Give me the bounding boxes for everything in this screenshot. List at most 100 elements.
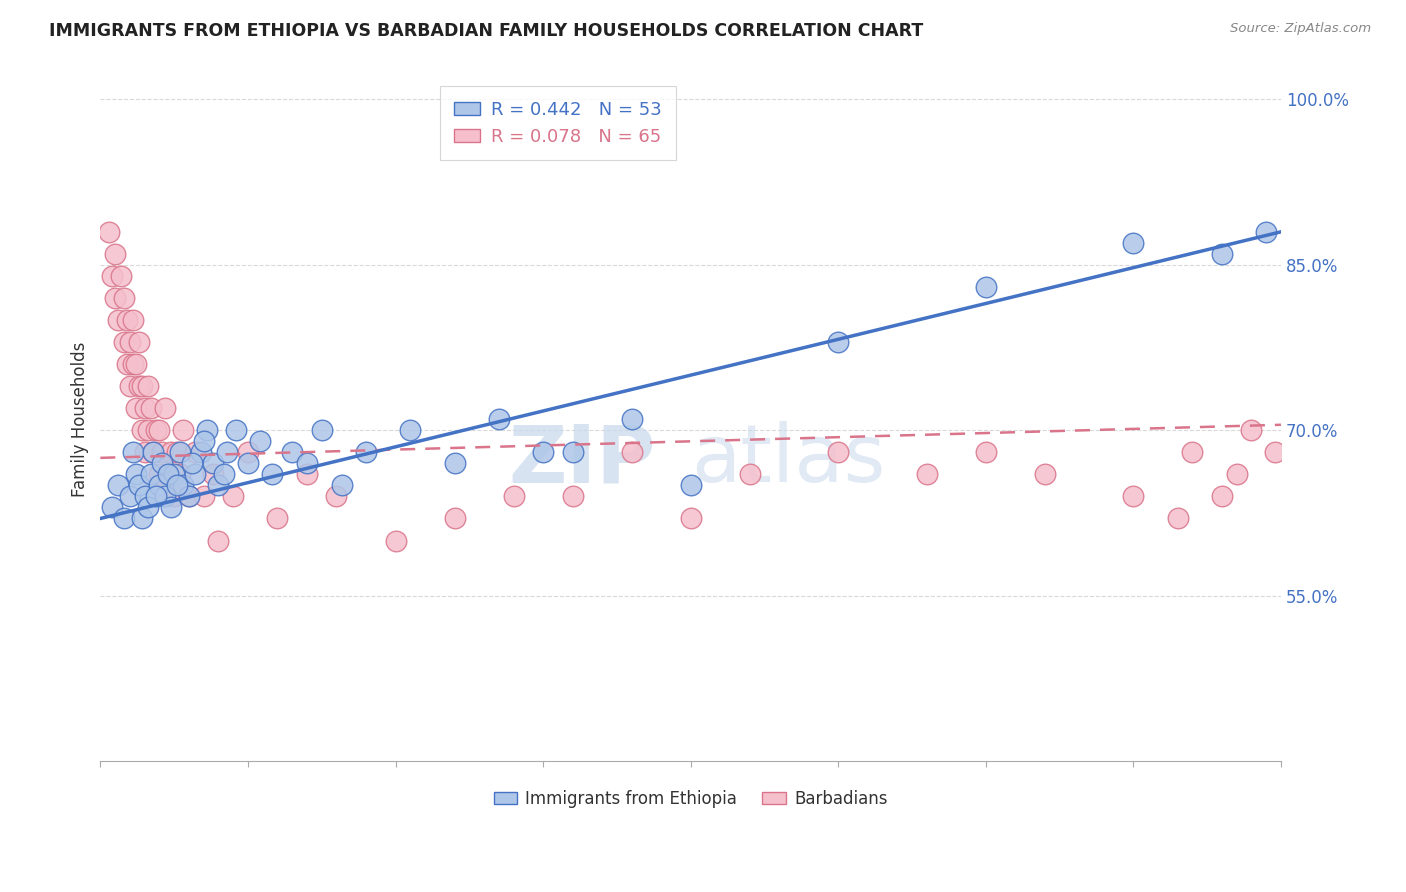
Point [531, 445, 554, 459]
Point [443, 511, 465, 525]
Point [295, 467, 318, 482]
Point [281, 445, 304, 459]
Point [112, 291, 135, 305]
Point [207, 533, 229, 548]
Point [1033, 467, 1056, 482]
Point [193, 434, 215, 449]
Point [354, 445, 377, 459]
Point [502, 490, 524, 504]
Point [121, 357, 143, 371]
Point [166, 445, 188, 459]
Point [128, 478, 150, 492]
Point [169, 445, 191, 459]
Point [142, 445, 165, 459]
Point [155, 490, 177, 504]
Point [738, 467, 761, 482]
Point [679, 478, 702, 492]
Point [1167, 511, 1189, 525]
Text: ZIP: ZIP [508, 421, 655, 500]
Point [620, 445, 643, 459]
Point [110, 268, 132, 283]
Point [163, 467, 186, 482]
Point [131, 511, 153, 525]
Point [1256, 225, 1278, 239]
Point [201, 467, 224, 482]
Point [311, 423, 333, 437]
Point [125, 357, 148, 371]
Point [207, 478, 229, 492]
Point [134, 490, 156, 504]
Point [131, 423, 153, 437]
Point [295, 456, 318, 470]
Point [150, 456, 173, 470]
Point [332, 478, 354, 492]
Legend: Immigrants from Ethiopia, Barbadians: Immigrants from Ethiopia, Barbadians [486, 783, 894, 814]
Point [157, 467, 180, 482]
Point [225, 423, 247, 437]
Point [169, 467, 191, 482]
Point [443, 456, 465, 470]
Point [104, 291, 127, 305]
Point [195, 423, 218, 437]
Point [236, 456, 259, 470]
Point [561, 490, 583, 504]
Point [112, 334, 135, 349]
Point [134, 401, 156, 416]
Point [134, 445, 156, 459]
Point [131, 379, 153, 393]
Point [1211, 490, 1233, 504]
Point [125, 401, 148, 416]
Point [155, 401, 177, 416]
Point [128, 379, 150, 393]
Point [236, 445, 259, 459]
Point [827, 334, 849, 349]
Point [325, 490, 347, 504]
Point [177, 490, 200, 504]
Point [139, 467, 162, 482]
Point [148, 467, 170, 482]
Point [214, 467, 236, 482]
Point [1264, 445, 1286, 459]
Point [399, 423, 422, 437]
Point [1211, 247, 1233, 261]
Point [166, 478, 188, 492]
Point [142, 445, 165, 459]
Point [180, 456, 202, 470]
Point [172, 423, 194, 437]
Point [101, 500, 124, 515]
Point [184, 445, 207, 459]
Point [160, 500, 183, 515]
Point [163, 490, 186, 504]
Point [145, 490, 167, 504]
Point [148, 423, 170, 437]
Point [217, 445, 239, 459]
Point [177, 490, 200, 504]
Point [266, 511, 288, 525]
Point [121, 313, 143, 327]
Point [118, 334, 141, 349]
Point [488, 412, 510, 426]
Point [136, 423, 159, 437]
Point [160, 445, 183, 459]
Text: IMMIGRANTS FROM ETHIOPIA VS BARBADIAN FAMILY HOUSEHOLDS CORRELATION CHART: IMMIGRANTS FROM ETHIOPIA VS BARBADIAN FA… [49, 22, 924, 40]
Point [679, 511, 702, 525]
Point [201, 456, 224, 470]
Point [915, 467, 938, 482]
Point [104, 247, 127, 261]
Point [260, 467, 283, 482]
Point [157, 467, 180, 482]
Point [184, 467, 207, 482]
Text: Source: ZipAtlas.com: Source: ZipAtlas.com [1230, 22, 1371, 36]
Point [974, 280, 997, 294]
Point [139, 401, 162, 416]
Point [128, 334, 150, 349]
Point [125, 467, 148, 482]
Point [561, 445, 583, 459]
Point [1240, 423, 1263, 437]
Point [384, 533, 406, 548]
Point [620, 412, 643, 426]
Point [98, 225, 121, 239]
Point [172, 478, 194, 492]
Point [136, 379, 159, 393]
Point [107, 478, 129, 492]
